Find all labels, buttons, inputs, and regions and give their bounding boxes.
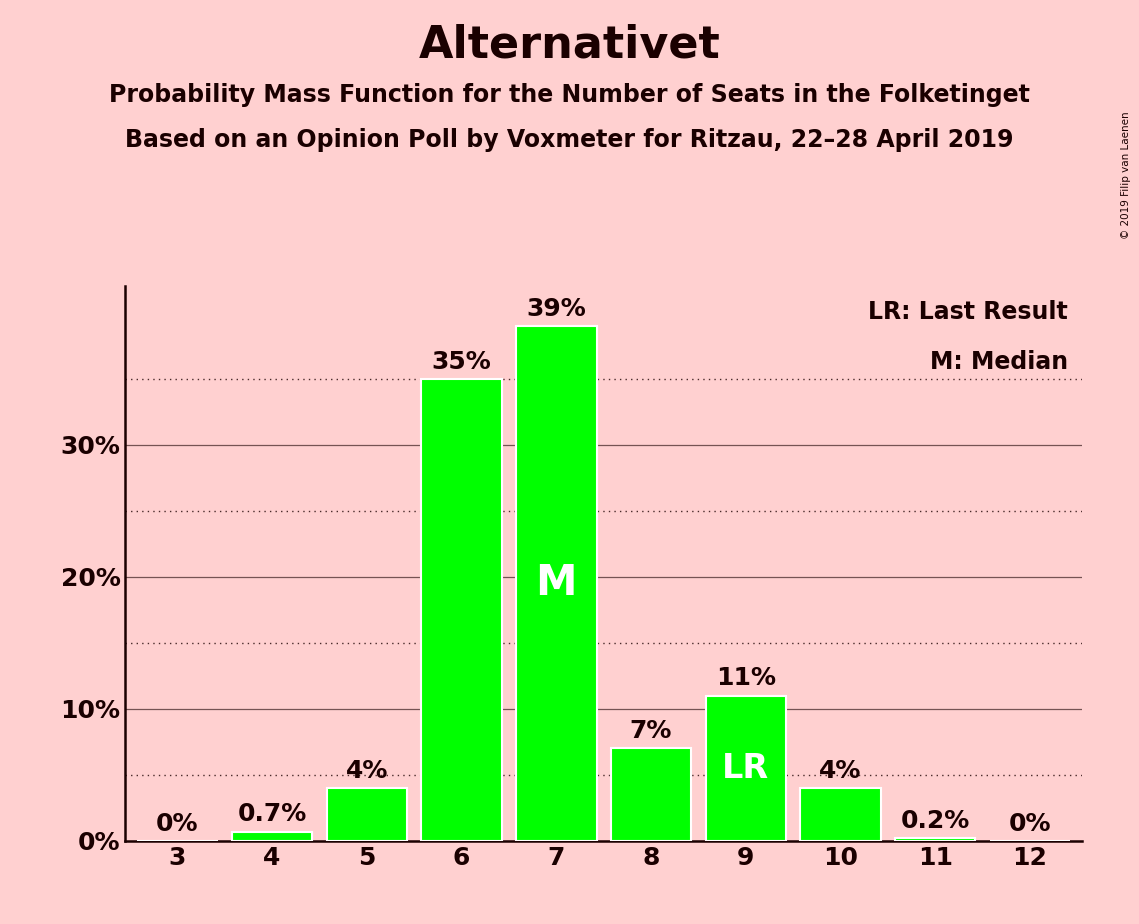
Text: M: M [535,563,577,604]
Text: © 2019 Filip van Laenen: © 2019 Filip van Laenen [1121,111,1131,238]
Text: LR: LR [722,752,769,784]
Bar [895,838,975,841]
Bar [232,832,312,841]
Text: 4%: 4% [345,759,388,783]
Bar [705,696,786,841]
Text: Based on an Opinion Poll by Voxmeter for Ritzau, 22–28 April 2019: Based on an Opinion Poll by Voxmeter for… [125,128,1014,152]
Text: 35%: 35% [432,349,491,373]
Text: 11%: 11% [715,666,776,690]
Bar [421,379,502,841]
Bar [327,788,407,841]
Text: 4%: 4% [819,759,862,783]
Text: 0%: 0% [156,811,198,835]
Text: 0%: 0% [1009,811,1051,835]
Text: 0.2%: 0.2% [901,808,969,833]
Bar [516,326,597,841]
Text: 0.7%: 0.7% [238,802,306,826]
Text: Alternativet: Alternativet [419,23,720,67]
Bar [801,788,880,841]
Text: Probability Mass Function for the Number of Seats in the Folketinget: Probability Mass Function for the Number… [109,83,1030,107]
Text: LR: Last Result: LR: Last Result [868,300,1067,324]
Bar [611,748,691,841]
Text: 39%: 39% [526,297,587,321]
Text: 7%: 7% [630,719,672,743]
Text: M: Median: M: Median [929,350,1067,374]
